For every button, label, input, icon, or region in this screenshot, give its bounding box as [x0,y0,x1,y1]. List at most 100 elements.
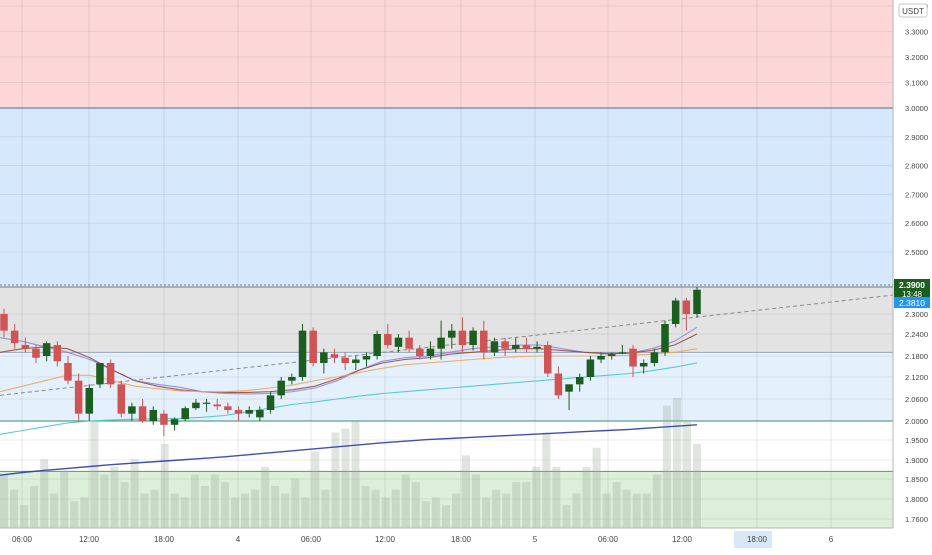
candle [288,373,296,385]
candle-body [661,324,669,353]
candle [661,320,669,356]
trendline-layer [0,294,894,396]
price-axis-panel[interactable] [893,0,932,528]
candle [117,380,126,418]
candle [384,324,392,349]
volume-bar [190,474,199,528]
volume-bar [612,482,621,528]
candle [682,297,691,331]
volume-bar [100,474,109,528]
time-ticks: 06:00 12:00 18:00 4 06:00 12:00 18:00 5 06:00 12:… [12,535,834,544]
candle [533,341,541,353]
candle-body [128,406,136,414]
volume-bar [241,493,250,528]
candle [629,345,637,377]
volume-bar [80,497,89,528]
candle-body [512,345,520,349]
candle-body [586,359,595,377]
price-tick-label: 3.3000 [905,28,928,37]
price-tick-label: 1.8500 [905,475,928,484]
volume-bar [10,489,19,528]
candles-layer[interactable] [0,287,701,437]
candle-body [106,363,115,385]
candle-body [181,408,189,420]
candle [522,337,531,353]
candle-body [575,377,584,385]
zones-layer [0,0,893,528]
time-axis-panel[interactable] [0,528,932,550]
candle [341,352,349,370]
price-tick-label: 3.0000 [905,104,928,113]
candle [416,345,424,360]
price-ticks: 3.40003.30003.20003.10003.00002.90002.80… [905,2,928,524]
candle-body [234,410,243,414]
volume-bar [693,443,701,528]
candle-body [437,337,445,349]
volume-bar [562,505,571,528]
candle [405,330,413,353]
volume-bar [552,466,561,528]
volume-bar [532,466,541,528]
candle [554,366,563,399]
candle-body [21,345,30,349]
candle-body [501,341,509,349]
volume-bar [431,497,440,528]
candle-body [682,300,691,314]
second-price-badge [894,297,930,308]
volume-bar [462,455,470,528]
candle [224,402,232,414]
candle [170,417,179,431]
candle-body [288,377,296,381]
candle [480,320,488,360]
time-tick-label: 06:00 [598,535,619,544]
volume-bar [311,451,320,528]
time-tick-label: 06:00 [12,535,33,544]
candle-body [522,345,531,349]
candle-body [96,363,104,385]
volume-bar [140,493,149,528]
candle [693,287,701,318]
candle-body [671,300,680,324]
volume-bar [401,474,410,528]
volume-bar [271,485,280,528]
volume-bar [512,482,521,528]
candle [501,337,509,356]
candle [320,348,328,374]
volume-bar [672,398,681,528]
candle-body [384,334,392,345]
candle-body [373,334,381,356]
candle-body [394,337,403,347]
candle [181,406,189,421]
candle [448,324,456,349]
time-tick-label: 12:00 [375,535,396,544]
candle [256,406,264,421]
volume-bar [120,482,129,528]
zone-green-low [0,471,893,528]
candle-body [53,345,62,362]
candle-body [138,406,147,421]
volume-bar [502,493,511,528]
volume-bar [160,443,169,528]
time-tick-label: 4 [236,535,241,544]
candle [362,352,371,367]
candle [543,341,552,377]
candle [469,327,477,351]
candle [394,334,403,353]
volume-bar [0,474,8,528]
volume-bar [281,493,290,528]
volume-bar [341,428,350,528]
volume-bar [622,489,631,528]
volume-bar [371,489,380,528]
candle-body [298,330,307,377]
second-price-text: 2.3810 [899,298,925,308]
candle-body [32,348,40,358]
candle [138,399,147,423]
volume-bar [40,459,49,528]
candle-body [117,384,126,414]
volume-bar [130,459,139,528]
candle-body [650,352,659,363]
price-tick-label: 2.7000 [905,190,928,199]
volume-bar [542,432,551,528]
